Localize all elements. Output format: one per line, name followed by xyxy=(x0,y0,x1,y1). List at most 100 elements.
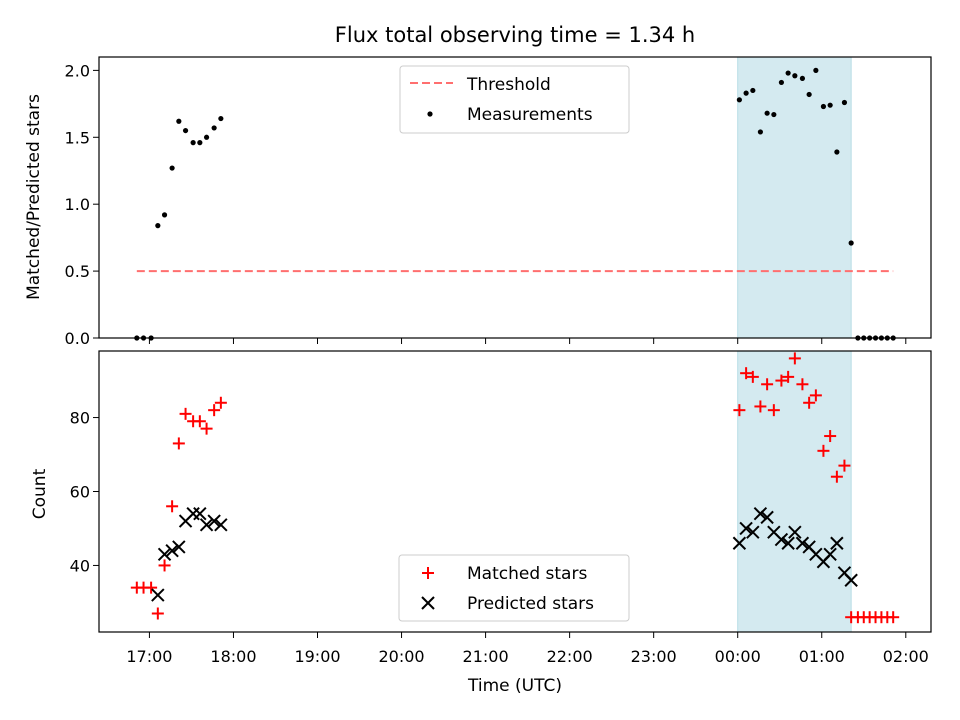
matched-stars-legend-swatch xyxy=(422,567,434,579)
measurements-point xyxy=(834,149,840,155)
predicted-stars-point xyxy=(774,532,789,547)
threshold-legend-label: Threshold xyxy=(466,75,551,95)
x-tick-label: 18:00 xyxy=(210,647,256,666)
matched-stars-point xyxy=(740,367,753,380)
predicted-stars-point xyxy=(193,506,207,521)
predicted-stars-point xyxy=(788,525,802,539)
x-tick-label: 19:00 xyxy=(294,647,340,666)
y-tick-label: 0.0 xyxy=(65,329,90,348)
predicted-stars-point xyxy=(199,518,214,532)
measurements-point xyxy=(820,103,827,110)
measurements-point xyxy=(203,134,210,140)
count-y-axis-label: Count xyxy=(30,468,50,519)
measurements-point xyxy=(841,99,848,106)
matched-stars-point xyxy=(746,370,759,383)
predicted-stars-legend-label: Predicted stars xyxy=(467,594,594,614)
x-tick-label: 01:00 xyxy=(799,647,845,666)
measurements-point xyxy=(182,127,189,134)
measurements-point xyxy=(176,118,182,124)
predicted-stars-point xyxy=(830,536,844,550)
count-panel: 40 60 80 17:00 18:00 19:00 20:00 21:00 22:00 23:… xyxy=(30,350,932,696)
measurements-point xyxy=(743,90,749,96)
measurements-point xyxy=(197,140,203,146)
x-tick-label: 22:00 xyxy=(547,647,593,666)
matched-stars-point xyxy=(809,389,822,402)
matched-stars-point xyxy=(824,430,837,443)
observing-window-span xyxy=(737,56,852,339)
matched-stars-point xyxy=(200,422,213,435)
matched-stars-point xyxy=(803,396,816,409)
matched-stars-point xyxy=(838,459,851,472)
ratio-legend: Threshold Measurements xyxy=(399,65,630,134)
measurements-point xyxy=(827,102,833,108)
y-tick-label: 1.5 xyxy=(65,128,90,147)
predicted-stars-point xyxy=(172,540,186,554)
measurements-point xyxy=(792,73,798,79)
matched-stars-point xyxy=(179,407,192,420)
measurements-point xyxy=(799,75,806,82)
y-tick-label: 80 xyxy=(70,409,90,428)
y-tick-label: 2.0 xyxy=(65,61,90,80)
matched-stars-legend-label: Matched stars xyxy=(467,564,587,584)
predicted-stars-point xyxy=(732,536,747,550)
ratio-y-axis-label: Matched/Predicted stars xyxy=(24,94,44,300)
y-tick-label: 60 xyxy=(70,483,90,502)
matched-stars-point xyxy=(151,607,164,620)
measurements-point xyxy=(778,79,785,86)
matched-stars-point xyxy=(775,374,788,387)
measurements-point xyxy=(750,87,756,94)
measurements-point xyxy=(190,140,196,146)
matched-stars-point xyxy=(166,500,179,513)
matched-stars-point xyxy=(788,352,801,365)
matched-stars-point xyxy=(172,437,185,450)
ratio-panel-frame xyxy=(98,56,932,339)
matched-stars-legend-marker xyxy=(422,567,434,579)
matched-stars-point xyxy=(754,400,767,413)
matched-stars-point xyxy=(830,470,843,483)
predicted-stars-point xyxy=(753,506,768,521)
predicted-stars-point xyxy=(157,547,172,562)
measurements-point xyxy=(211,125,217,131)
measurements-point xyxy=(161,212,168,218)
y-tick-label: 1.0 xyxy=(65,195,90,214)
measurements-point xyxy=(218,115,224,122)
predicted-stars-point xyxy=(165,543,179,558)
measurements-point xyxy=(736,97,742,103)
measurements-point xyxy=(848,240,854,246)
predicted-stars-point xyxy=(214,518,228,532)
predicted-stars-point xyxy=(739,521,753,536)
ratio-panel: 0.00.51.01.52.0 Matched/Predicted stars … xyxy=(24,56,932,348)
matched-stars-point xyxy=(817,444,830,457)
predicted-stars-point xyxy=(823,547,837,562)
x-axis-label: Time (UTC) xyxy=(467,676,562,696)
count-legend-box xyxy=(398,554,630,622)
predicted-stars-point xyxy=(781,536,795,550)
matched-stars-point xyxy=(208,404,221,417)
matched-stars-point xyxy=(193,415,206,428)
predicted-stars-point xyxy=(844,573,858,587)
observing-window-span xyxy=(737,350,852,633)
x-tick-label: 21:00 xyxy=(463,647,509,666)
x-tick-label: 17:00 xyxy=(126,647,172,666)
measurements-point xyxy=(771,111,777,118)
measurements-legend-swatch xyxy=(427,111,433,117)
matched-stars-point xyxy=(782,370,795,383)
x-tick-label: 00:00 xyxy=(715,647,761,666)
measurements-point xyxy=(169,165,175,171)
measurements-point xyxy=(757,129,763,135)
matched-stars-point xyxy=(733,404,746,417)
predicted-stars-point xyxy=(746,525,760,539)
y-tick-label: 40 xyxy=(70,556,90,575)
matched-stars-point xyxy=(767,404,780,417)
x-tick-label: 20:00 xyxy=(378,647,424,666)
predicted-stars-point xyxy=(186,506,200,521)
matched-stars-point xyxy=(214,396,227,409)
predicted-stars-point xyxy=(760,510,774,525)
predicted-stars-legend-marker xyxy=(421,596,435,610)
predicted-stars-legend-swatch xyxy=(421,596,435,610)
chart-title: Flux total observing time = 1.34 h xyxy=(335,23,695,47)
predicted-stars-point xyxy=(151,588,165,602)
measurements-point xyxy=(764,110,770,116)
matched-stars-point xyxy=(158,559,171,572)
